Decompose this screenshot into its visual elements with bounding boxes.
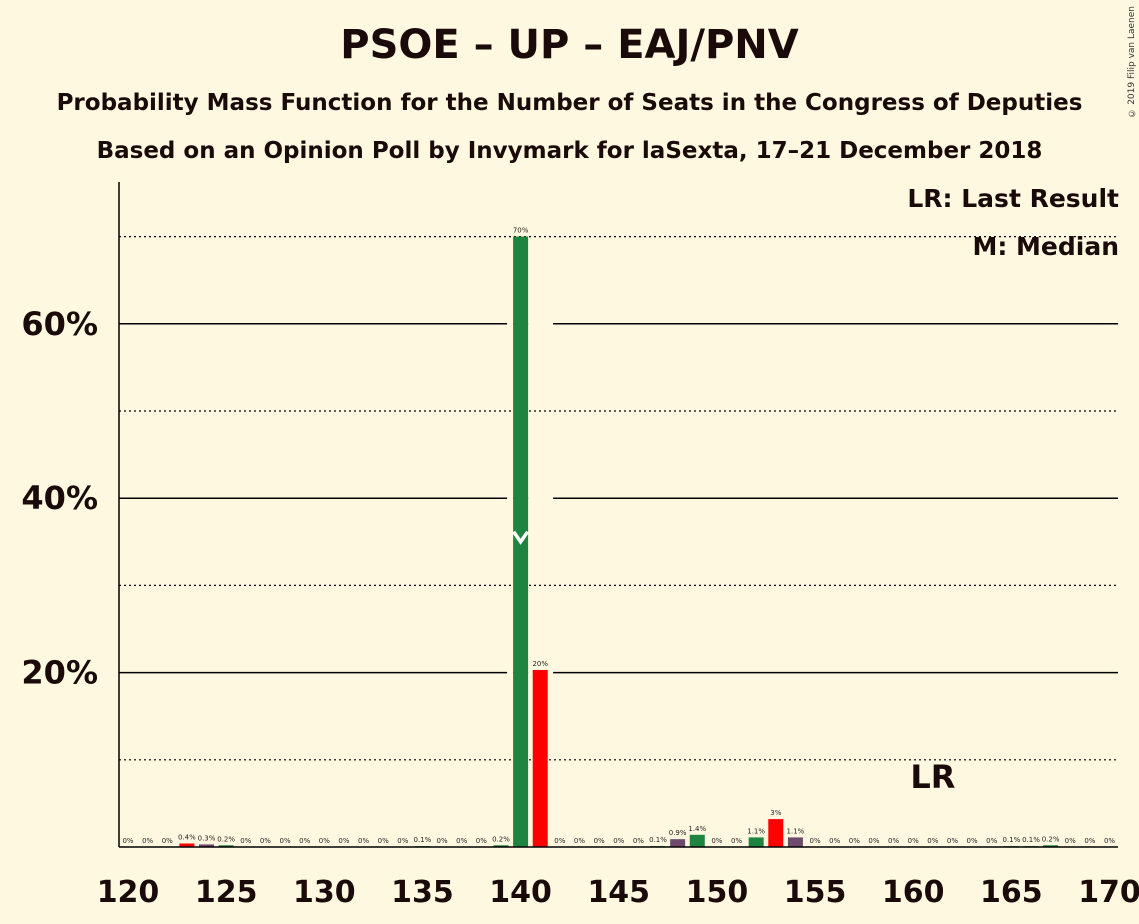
x-tick-label: 130 (293, 875, 356, 910)
bar-value-label: 0% (849, 837, 860, 845)
bar (1043, 845, 1059, 847)
x-tick-label: 170 (1078, 875, 1139, 910)
bar-value-label: 0% (260, 837, 271, 845)
bar-value-label: 0% (888, 837, 899, 845)
bar (218, 845, 234, 847)
bar-value-label: 0.1% (414, 836, 432, 844)
bar (768, 819, 784, 847)
bar-value-label: 0% (947, 837, 958, 845)
y-tick-label: 40% (21, 479, 98, 517)
x-tick-label: 165 (980, 875, 1043, 910)
last-result-marker: LR (910, 758, 955, 796)
gridline-gap (507, 670, 514, 675)
gridline-gap (507, 496, 514, 501)
gridline-gap (528, 321, 554, 326)
gridline-gap (507, 321, 514, 326)
chart-title: PSOE – UP – EAJ/PNV (340, 22, 799, 68)
bar-value-label: 0% (554, 837, 565, 845)
bar-value-label: 0% (986, 837, 997, 845)
bar-value-label: 0.4% (178, 834, 196, 842)
gridlines (119, 236, 1118, 761)
median-marker (512, 530, 530, 545)
x-tick-label: 145 (587, 875, 650, 910)
bar (787, 837, 803, 847)
bar-value-label: 0.1% (1022, 836, 1040, 844)
x-tick-label: 135 (391, 875, 454, 910)
bar-value-label: 1.4% (688, 825, 706, 833)
bar-value-label: 0% (437, 837, 448, 845)
bar (748, 837, 764, 847)
bar-value-label: 0% (868, 837, 879, 845)
bar-value-label: 0% (1065, 837, 1076, 845)
bar-value-label: 0% (711, 837, 722, 845)
bar-value-label: 0% (240, 837, 251, 845)
bar-value-label: 0% (633, 837, 644, 845)
bar (493, 845, 509, 847)
chart-subtitle: Probability Mass Function for the Number… (56, 90, 1083, 116)
gridline-gap (528, 496, 554, 501)
bar-value-label: 20% (532, 660, 548, 668)
bar (532, 669, 548, 847)
bar-value-label: 0% (162, 837, 173, 845)
bar-value-label: 0% (967, 837, 978, 845)
bar-value-label: 70% (513, 227, 529, 235)
bar-value-label: 1.1% (787, 827, 805, 835)
bar-value-label: 0% (279, 837, 290, 845)
bar-value-label: 0% (908, 837, 919, 845)
bar (689, 834, 705, 847)
bar-value-label: 0.3% (198, 834, 216, 842)
axes: 20% 40% 60% 120 125 130 135 140 145 150 155 160 165 1… (21, 182, 1139, 910)
bar-value-label: 0.2% (492, 835, 510, 843)
bar-value-label: 0% (829, 837, 840, 845)
bar-value-label: 3% (770, 809, 781, 817)
bar-value-label: 0% (927, 837, 938, 845)
bar-value-label: 1.1% (747, 827, 765, 835)
bar-value-label: 0.9% (669, 829, 687, 837)
bar (199, 844, 215, 847)
chart-source-line: Based on an Opinion Poll by Invymark for… (96, 138, 1043, 164)
bar-value-label: 0% (809, 837, 820, 845)
legend-median: M: Median (972, 232, 1119, 261)
bar-value-label: 0% (476, 837, 487, 845)
bar-value-label: 0% (142, 837, 153, 845)
x-tick-label: 125 (195, 875, 258, 910)
bar-value-label: 0% (338, 837, 349, 845)
bar-value-label: 0% (397, 837, 408, 845)
x-tick-label: 160 (882, 875, 945, 910)
bar-value-label: 0.1% (649, 836, 667, 844)
bar (670, 839, 686, 847)
bar-value-label: 0% (319, 837, 330, 845)
bar-value-label: 0.2% (1042, 835, 1060, 843)
x-tick-label: 140 (489, 875, 552, 910)
data-labels: 0% 0% 0% 0.4% 0.3% 0.2% 0% 0% 0% 0% 0% 0% 0% 0% 0% 0.1%… (122, 227, 1115, 845)
bars (179, 236, 1059, 848)
bar (179, 843, 195, 847)
bar-value-label: 0% (613, 837, 624, 845)
bar-value-label: 0% (1084, 837, 1095, 845)
y-tick-label: 20% (21, 654, 98, 692)
bar-value-label: 0% (378, 837, 389, 845)
bar-value-label: 0% (574, 837, 585, 845)
bar-value-label: 0% (594, 837, 605, 845)
bar-value-label: 0% (358, 837, 369, 845)
bar-value-label: 0% (1104, 837, 1115, 845)
bar-value-label: 0% (731, 837, 742, 845)
legend-last-result: LR: Last Result (907, 184, 1119, 213)
x-tick-label: 155 (784, 875, 847, 910)
bar-value-label: 0.1% (1002, 836, 1020, 844)
bar-value-label: 0% (299, 837, 310, 845)
x-tick-label: 120 (97, 875, 160, 910)
bar-value-label: 0% (456, 837, 467, 845)
x-tick-label: 150 (686, 875, 749, 910)
y-tick-label: 60% (21, 305, 98, 343)
bar-value-label: 0.2% (217, 835, 235, 843)
bar-value-label: 0% (122, 837, 133, 845)
